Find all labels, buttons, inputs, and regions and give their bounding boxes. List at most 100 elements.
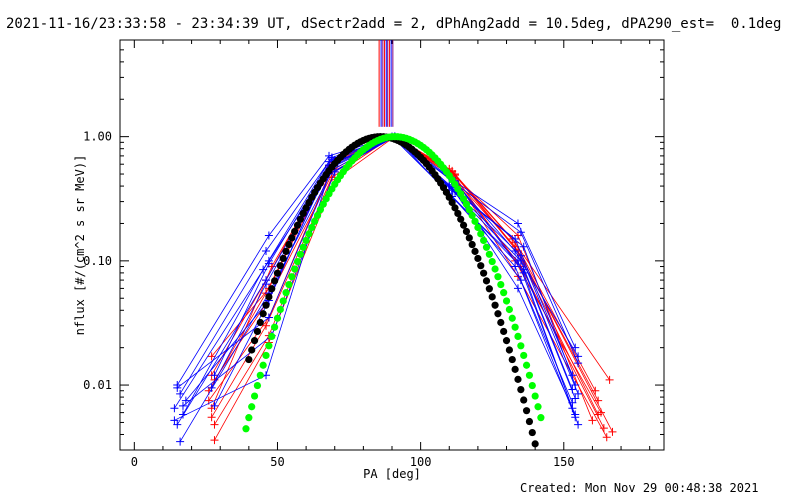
data-point-marker xyxy=(176,437,185,446)
model-point xyxy=(485,250,493,258)
model-point xyxy=(273,314,282,322)
model-point xyxy=(531,440,539,448)
model-point xyxy=(296,215,304,223)
model-point xyxy=(259,361,267,369)
data-point-marker xyxy=(262,321,271,330)
model-point xyxy=(505,305,513,314)
model-point xyxy=(525,371,534,379)
data-point-marker xyxy=(574,420,583,429)
model-point xyxy=(302,236,310,245)
model-point xyxy=(497,318,505,327)
data-point-marker xyxy=(574,359,583,368)
data-point-marker xyxy=(511,234,520,243)
model-point xyxy=(465,234,473,242)
model-point xyxy=(285,240,293,249)
model-point xyxy=(491,265,499,273)
y-tick-label: 0.10 xyxy=(83,254,112,268)
data-point-marker xyxy=(262,280,271,289)
model-point xyxy=(474,223,482,232)
model-point xyxy=(271,277,279,285)
model-point xyxy=(459,221,468,229)
data-point-marker xyxy=(511,262,520,271)
model-point xyxy=(305,230,313,238)
created-timestamp: Created: Mon Nov 29 00:48:38 2021 xyxy=(520,481,759,495)
model-curve xyxy=(245,133,539,448)
model-point xyxy=(268,332,276,341)
model-point xyxy=(477,262,485,270)
model-point xyxy=(514,375,522,383)
model-point xyxy=(316,206,325,214)
data-point-marker xyxy=(574,389,583,398)
data-point-marker xyxy=(605,375,614,384)
model-point xyxy=(494,273,502,281)
model-point xyxy=(537,414,545,422)
data-point-marker xyxy=(178,401,187,410)
model-point xyxy=(505,346,513,354)
data-point-marker xyxy=(210,371,219,380)
model-point xyxy=(528,428,536,437)
model-point xyxy=(459,195,468,203)
model-point xyxy=(250,392,259,400)
model-point xyxy=(265,293,273,301)
model-point xyxy=(299,243,307,251)
model-point xyxy=(245,355,253,364)
model-point xyxy=(319,200,327,208)
model-point xyxy=(471,247,479,255)
model-point xyxy=(462,200,471,208)
model-point xyxy=(457,215,465,223)
model-point xyxy=(528,381,536,390)
model-point xyxy=(517,342,525,350)
model-point xyxy=(522,361,531,369)
model-point xyxy=(271,323,279,331)
y-tick-label: 0.01 xyxy=(83,378,112,392)
data-point-marker xyxy=(588,416,597,425)
model-point xyxy=(502,297,511,305)
model-point xyxy=(454,209,462,218)
model-point xyxy=(468,240,476,249)
model-point xyxy=(250,337,259,345)
model-point xyxy=(491,301,499,309)
model-point xyxy=(242,425,250,433)
model-point xyxy=(520,396,528,404)
data-point-marker xyxy=(176,389,185,398)
model-point xyxy=(480,269,488,277)
data-point-marker xyxy=(513,219,522,228)
data-point-marker xyxy=(262,247,271,256)
model-point xyxy=(451,204,459,212)
model-point xyxy=(282,247,290,255)
model-point xyxy=(268,285,276,293)
model-point xyxy=(262,301,270,309)
data-point-marker xyxy=(210,436,219,445)
data-point-marker xyxy=(516,228,525,237)
data-point-marker xyxy=(264,313,273,322)
model-point xyxy=(514,332,522,341)
model-point xyxy=(253,327,262,336)
model-point xyxy=(482,243,491,251)
model-point xyxy=(465,206,473,214)
model-point xyxy=(500,327,508,336)
model-point xyxy=(282,289,290,297)
model-point xyxy=(531,392,539,400)
model-point xyxy=(276,305,284,314)
model-point xyxy=(262,351,270,360)
model-point xyxy=(288,234,296,242)
x-tick-label: 50 xyxy=(270,455,284,469)
model-point xyxy=(474,254,482,263)
data-point-marker xyxy=(173,420,182,429)
data-point-marker xyxy=(207,413,216,422)
data-point-marker xyxy=(264,259,273,268)
model-point xyxy=(482,277,491,285)
plot-title: 2021-11-16/23:33:58 - 23:34:39 UT, dSect… xyxy=(6,16,782,32)
model-point xyxy=(291,227,299,236)
model-point xyxy=(293,221,302,229)
model-point xyxy=(311,217,319,225)
model-point xyxy=(520,351,528,360)
model-point xyxy=(293,257,302,266)
model-point xyxy=(285,280,293,289)
series-line xyxy=(211,136,610,409)
model-point xyxy=(299,209,307,218)
model-point xyxy=(468,211,476,220)
model-point xyxy=(276,262,284,270)
model-point xyxy=(313,211,322,220)
